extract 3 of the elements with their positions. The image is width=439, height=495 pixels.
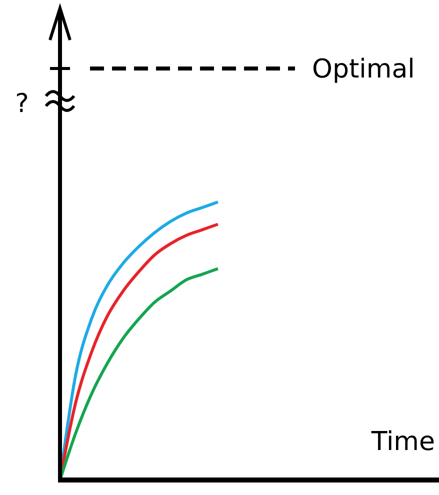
text: ? <box>15 89 29 119</box>
ref-line-label: Optimal <box>312 54 415 85</box>
x-axis-title: Time <box>370 427 435 457</box>
